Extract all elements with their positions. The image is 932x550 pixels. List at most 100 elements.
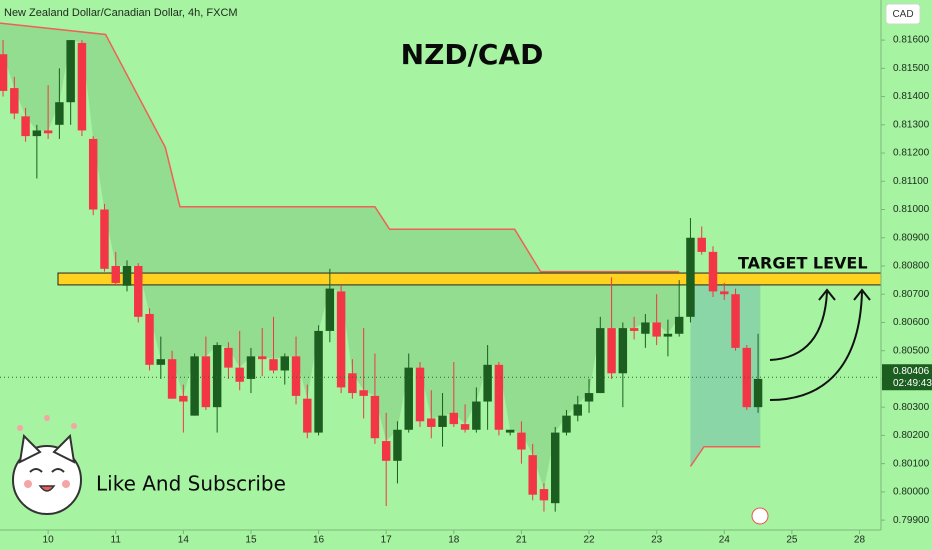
candle-body [505,429,515,433]
trail-area [690,284,761,467]
candle-body [607,328,616,374]
symbol-label: New Zealand Dollar/Canadian Dollar, 4h, … [4,7,238,19]
candle-body [43,130,53,134]
countdown-label: 02:49:43 [893,378,932,389]
candle-body [629,328,639,331]
candle-body [618,328,628,374]
currency-box[interactable] [885,3,921,25]
y-tick-label: 0.80200 [893,430,930,441]
marks [0,40,880,512]
candle-body [494,364,504,430]
candle-body [303,398,312,433]
y-tick-label: 0.80300 [893,402,930,413]
candle-body [122,265,132,286]
candle-body [325,288,335,331]
candle-body [404,367,413,430]
cat-icon [12,415,82,515]
candle-body [641,322,650,334]
candle-body [336,291,346,388]
arrow-curve [769,291,863,401]
y-tick-label: 0.81300 [893,119,930,130]
candle-body [77,42,87,131]
y-tick-label: 0.80500 [893,345,930,356]
candle-body [742,347,752,408]
candle-body [314,330,323,433]
chart-title: NZD/CAD [401,38,544,71]
x-tick-label: 10 [43,535,55,546]
candle-body [539,489,549,501]
target-label: TARGET LEVEL [738,254,868,273]
y-tick-label: 0.80100 [893,458,930,469]
candle-body [596,328,605,394]
candle-body [66,40,75,103]
candle-body [224,347,233,368]
y-tick-label: 0.80900 [893,232,930,243]
candle-body [483,364,492,402]
candle-body [111,265,120,283]
candle-body [32,130,42,137]
event-icon[interactable] [751,507,769,525]
candle-body [0,54,8,91]
candle-body [517,432,526,450]
x-tick-label: 14 [178,535,190,546]
y-tick-label: 0.81100 [893,176,929,187]
candle-body [438,415,447,427]
candle-body [190,356,199,416]
candle-body [551,432,560,504]
y-tick-label: 0.81500 [893,63,930,74]
last-price-label: 0.80406 [893,366,930,377]
candle-body [753,378,763,408]
x-tick-label: 28 [854,535,866,546]
candle-body [100,209,109,269]
y-tick-label: 0.79900 [893,515,930,526]
candle-body [562,415,571,433]
candle-body [393,429,402,461]
candle-body [348,373,357,394]
candle-body [246,356,256,379]
arrow-head [853,288,871,301]
x-tick-label: 21 [516,535,528,546]
y-tick-label: 0.81000 [893,204,930,215]
candle-body [731,294,740,348]
arrow-curve [769,291,828,361]
x-tick-label: 25 [786,535,798,546]
candle-body [415,367,425,422]
x-tick-label: 24 [719,535,731,546]
candle-body [88,138,98,210]
x-tick-label: 18 [448,535,460,546]
candle-body [291,356,301,396]
price-axis-bg [881,0,932,550]
candle-body [134,265,143,317]
x-tick-label: 22 [583,535,595,546]
candle-body [652,322,661,337]
candle-body [156,359,166,365]
last-price-tag [882,364,932,391]
x-tick-label: 17 [381,535,393,546]
candle-body [359,390,368,396]
candle-body [708,251,718,292]
candle-body [212,345,222,408]
candle-body [674,316,684,334]
candle-body [167,359,177,399]
currency-label: CAD [892,9,913,20]
candle-body [201,356,211,408]
trail-line [0,22,680,273]
candle-body [427,418,436,427]
y-tick-label: 0.80800 [893,261,930,272]
x-tick-label: 16 [313,535,325,546]
candle-body [21,116,30,137]
candle-body [528,455,537,495]
candle-body [269,359,278,371]
candle-body [472,401,481,430]
y-tick-label: 0.80700 [893,289,930,300]
y-tick-label: 0.81600 [893,35,930,46]
candle-body [10,88,19,114]
trail-line [689,445,761,467]
y-tick-label: 0.80000 [893,487,930,498]
x-tick-label: 15 [245,535,257,546]
candle-body [460,424,470,430]
y-tick-label: 0.81400 [893,91,930,102]
x-tick-label: 11 [111,535,122,546]
candle-body [449,412,459,425]
